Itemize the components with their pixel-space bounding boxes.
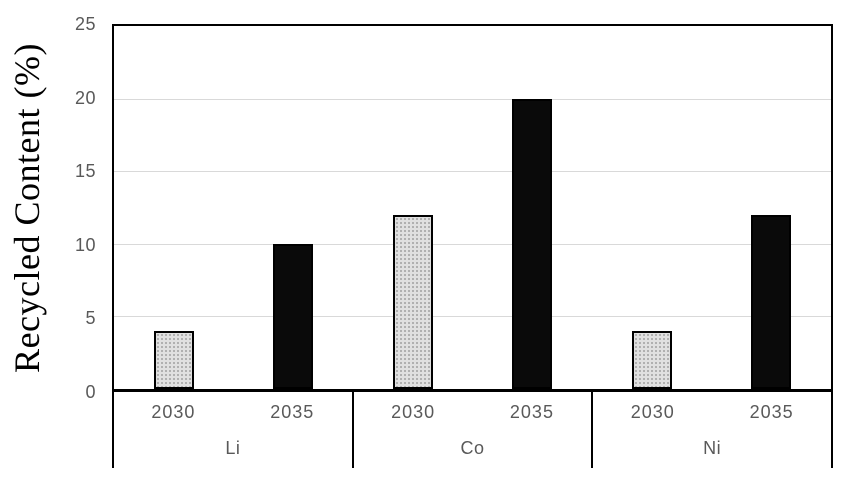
x-year-label: 2035: [270, 402, 315, 422]
x-year-label: 2035: [749, 402, 794, 422]
y-tick-label: 0: [85, 382, 96, 402]
bar-group-ni: [592, 26, 831, 389]
category-cell-li: 2030 2035 Li: [112, 392, 352, 468]
y-tick-label: 15: [74, 161, 96, 182]
x-category-label: Li: [225, 438, 241, 458]
x-category-label: Co: [460, 438, 485, 458]
bar-ni-2035: [751, 214, 792, 389]
bar-li-2030: [153, 330, 194, 389]
gridline: [114, 316, 831, 318]
x-year-label: 2035: [509, 402, 554, 422]
y-tick-label: 25: [74, 14, 96, 34]
bar-co-2035: [512, 98, 553, 389]
gridline-layer: [114, 26, 831, 389]
bar-group-li: [114, 26, 353, 389]
gridline: [114, 171, 831, 173]
y-tick-label: 5: [85, 308, 96, 329]
bar-slot: [592, 26, 712, 389]
bar-li-2035: [273, 243, 314, 389]
bar-ni-2030: [631, 330, 672, 389]
bars-layer: [114, 26, 831, 389]
plot-area: [112, 24, 833, 392]
year-label-row: 2030 2035: [354, 392, 592, 423]
bar-slot: [712, 26, 832, 389]
year-label-row: 2030 2035: [114, 392, 352, 423]
year-label-row: 2030 2035: [593, 392, 831, 423]
bar-slot: [473, 26, 593, 389]
bar-slot: [353, 26, 473, 389]
x-year-label: 2030: [391, 402, 436, 422]
x-year-label: 2030: [630, 402, 675, 422]
y-tick-label: 10: [74, 234, 96, 255]
category-cell-ni: 2030 2035 Ni: [591, 392, 834, 468]
bar-slot: [234, 26, 354, 389]
y-axis-tick-labels: 25 20 15 10 5 0: [0, 14, 112, 402]
y-tick-label: 20: [74, 87, 96, 108]
bar-co-2030: [392, 214, 433, 389]
bar-slot: [114, 26, 234, 389]
category-axis: 2030 2035 Li 2030 2035 Co 2030 2035 Ni: [112, 392, 834, 468]
gridline: [114, 98, 831, 100]
category-cell-co: 2030 2035 Co: [351, 392, 592, 468]
gridline: [114, 243, 831, 245]
x-year-label: 2030: [151, 402, 196, 422]
x-category-label: Ni: [703, 438, 722, 458]
bar-group-co: [353, 26, 592, 389]
